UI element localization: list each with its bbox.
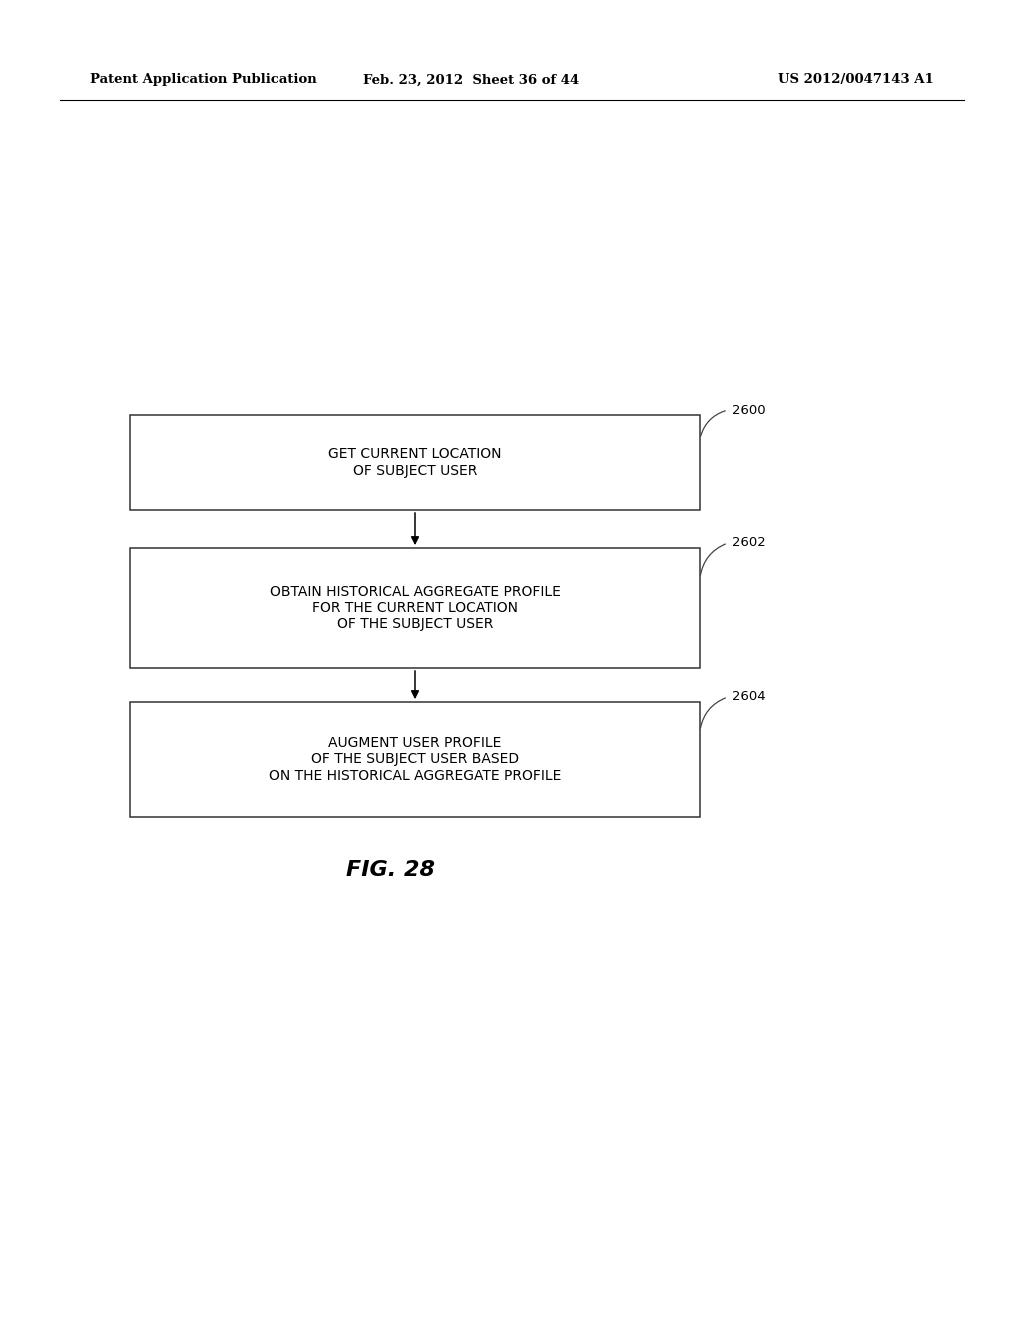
Text: 2604: 2604 (732, 690, 766, 704)
Text: OBTAIN HISTORICAL AGGREGATE PROFILE
FOR THE CURRENT LOCATION
OF THE SUBJECT USER: OBTAIN HISTORICAL AGGREGATE PROFILE FOR … (269, 585, 560, 631)
Text: FIG. 28: FIG. 28 (345, 861, 434, 880)
Text: GET CURRENT LOCATION
OF SUBJECT USER: GET CURRENT LOCATION OF SUBJECT USER (329, 447, 502, 478)
Text: Feb. 23, 2012  Sheet 36 of 44: Feb. 23, 2012 Sheet 36 of 44 (362, 74, 580, 87)
Bar (130, 414, 700, 510)
Text: AUGMENT USER PROFILE
OF THE SUBJECT USER BASED
ON THE HISTORICAL AGGREGATE PROFI: AUGMENT USER PROFILE OF THE SUBJECT USER… (269, 737, 561, 783)
Text: 2602: 2602 (732, 536, 766, 549)
Text: 2600: 2600 (732, 404, 766, 417)
Bar (130, 548, 700, 668)
Bar (130, 702, 700, 817)
Text: Patent Application Publication: Patent Application Publication (90, 74, 316, 87)
Text: US 2012/0047143 A1: US 2012/0047143 A1 (778, 74, 934, 87)
